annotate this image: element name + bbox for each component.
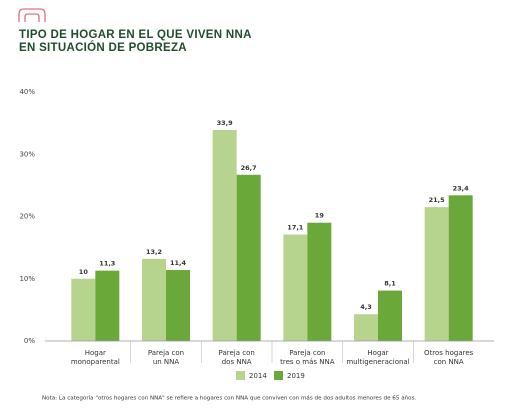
x-tick-label: Otros hogares xyxy=(424,349,474,357)
bar xyxy=(307,222,332,341)
x-tick-label: un NNA xyxy=(153,358,180,366)
y-tick-label: 20% xyxy=(19,213,35,221)
bar xyxy=(95,270,120,341)
legend-swatch xyxy=(236,371,245,380)
x-tick-label: multigeneracional xyxy=(346,358,409,366)
bar xyxy=(354,314,378,341)
x-tick-label: tres o más NNA xyxy=(280,358,335,366)
bar xyxy=(166,270,190,341)
x-tick-label: Hogar xyxy=(85,349,106,357)
y-tick-label: 0% xyxy=(24,337,35,345)
value-label: 13,2 xyxy=(146,248,162,256)
x-tick-label: Pareja con xyxy=(148,349,184,357)
value-label: 19 xyxy=(315,212,325,220)
x-tick-label: dos NNA xyxy=(222,358,252,366)
value-label: 11,3 xyxy=(99,260,115,268)
legend-label: 2019 xyxy=(287,372,305,380)
value-label: 26,7 xyxy=(241,164,257,172)
chart-title: EN SITUACIÓN DE POBREZA xyxy=(19,41,187,54)
value-label: 23,4 xyxy=(453,184,470,192)
x-tick-label: con NNA xyxy=(434,358,464,366)
x-tick-label: Pareja con xyxy=(289,349,325,357)
bar xyxy=(212,129,237,341)
bar xyxy=(448,195,473,341)
bar xyxy=(424,207,449,341)
value-label: 4,3 xyxy=(360,303,372,311)
bar xyxy=(378,290,402,341)
value-label: 10 xyxy=(79,268,89,276)
x-tick-label: Hogar xyxy=(367,349,388,357)
y-tick-label: 40% xyxy=(19,88,35,96)
value-label: 21,5 xyxy=(429,196,446,204)
y-tick-label: 30% xyxy=(19,150,35,158)
chart-title: TIPO DE HOGAR EN EL QUE VIVEN NNA xyxy=(19,29,252,41)
y-tick-label: 10% xyxy=(19,275,35,283)
value-label: 33,9 xyxy=(217,119,234,127)
bar xyxy=(283,234,308,341)
value-label: 11,4 xyxy=(170,259,187,267)
legend-swatch xyxy=(274,371,283,380)
bar xyxy=(142,258,166,341)
bar xyxy=(236,174,261,341)
x-tick-label: Pareja con xyxy=(219,349,255,357)
x-tick-label: monoparental xyxy=(71,358,120,366)
bar xyxy=(71,278,96,341)
footnote: Nota: La categoría "otros hogares con NN… xyxy=(42,395,417,402)
value-label: 8,1 xyxy=(384,280,396,288)
logo-icon xyxy=(18,8,46,22)
legend-label: 2014 xyxy=(249,372,267,380)
value-label: 17,1 xyxy=(287,224,304,232)
